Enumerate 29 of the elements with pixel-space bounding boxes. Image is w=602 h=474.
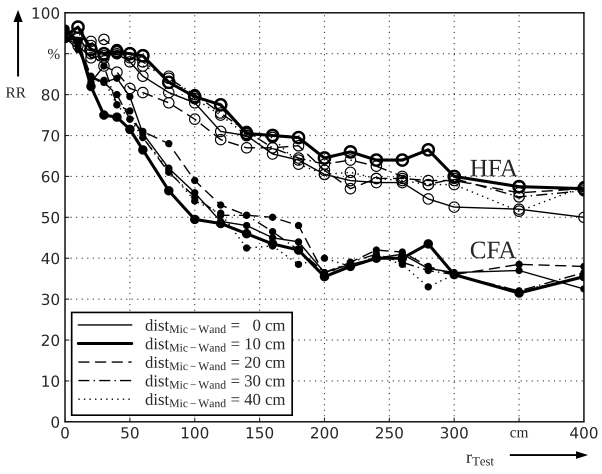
y-tick-label: 30 [42,294,60,306]
legend-label: dist$_{Mic−Wand}$ = 20 cm [146,356,286,370]
x-tick-label: 150 [246,426,274,439]
y-tick-label: 20 [42,334,60,346]
y-tick-label: 10 [42,375,60,387]
y-tick-label: 100 [32,7,60,19]
y-tick-label: 80 [42,89,60,101]
legend-label: dist$_{Mic−Wand}$ = 10 cm [146,338,286,352]
annotation: HFA [470,160,518,176]
y-tick-label: 40 [41,252,60,264]
x-tick-label: 0 [61,426,69,439]
x-tick-label: 100 [182,426,208,439]
legend-label: dist$_{Mic−Wand}$ = 30 cm [146,374,286,389]
x-tick-label: 250 [376,426,403,439]
legend-label: dist$_{Mic−Wand}$ = 40 cm [146,393,286,408]
legend-label: dist$_{Mic−Wand}$ = 0 cm [146,319,286,334]
y-tick-label: % [48,48,60,60]
x-tick-label: 300 [440,426,468,439]
x-tick-label: cm [510,430,528,438]
x-tick-label: 200 [311,426,338,439]
annotation: CFA [470,242,516,258]
x-tick-label: 50 [121,426,139,439]
x-axis-title: r$_{Test}$ [466,454,494,466]
y-tick-label: 60 [42,170,60,182]
y-tick-label: 70 [42,130,60,142]
x-tick-label: 400 [570,426,598,439]
y-tick-label: 0 [51,416,60,428]
y-tick-label: 50 [42,212,60,224]
y-axis-title: RR [6,87,26,98]
